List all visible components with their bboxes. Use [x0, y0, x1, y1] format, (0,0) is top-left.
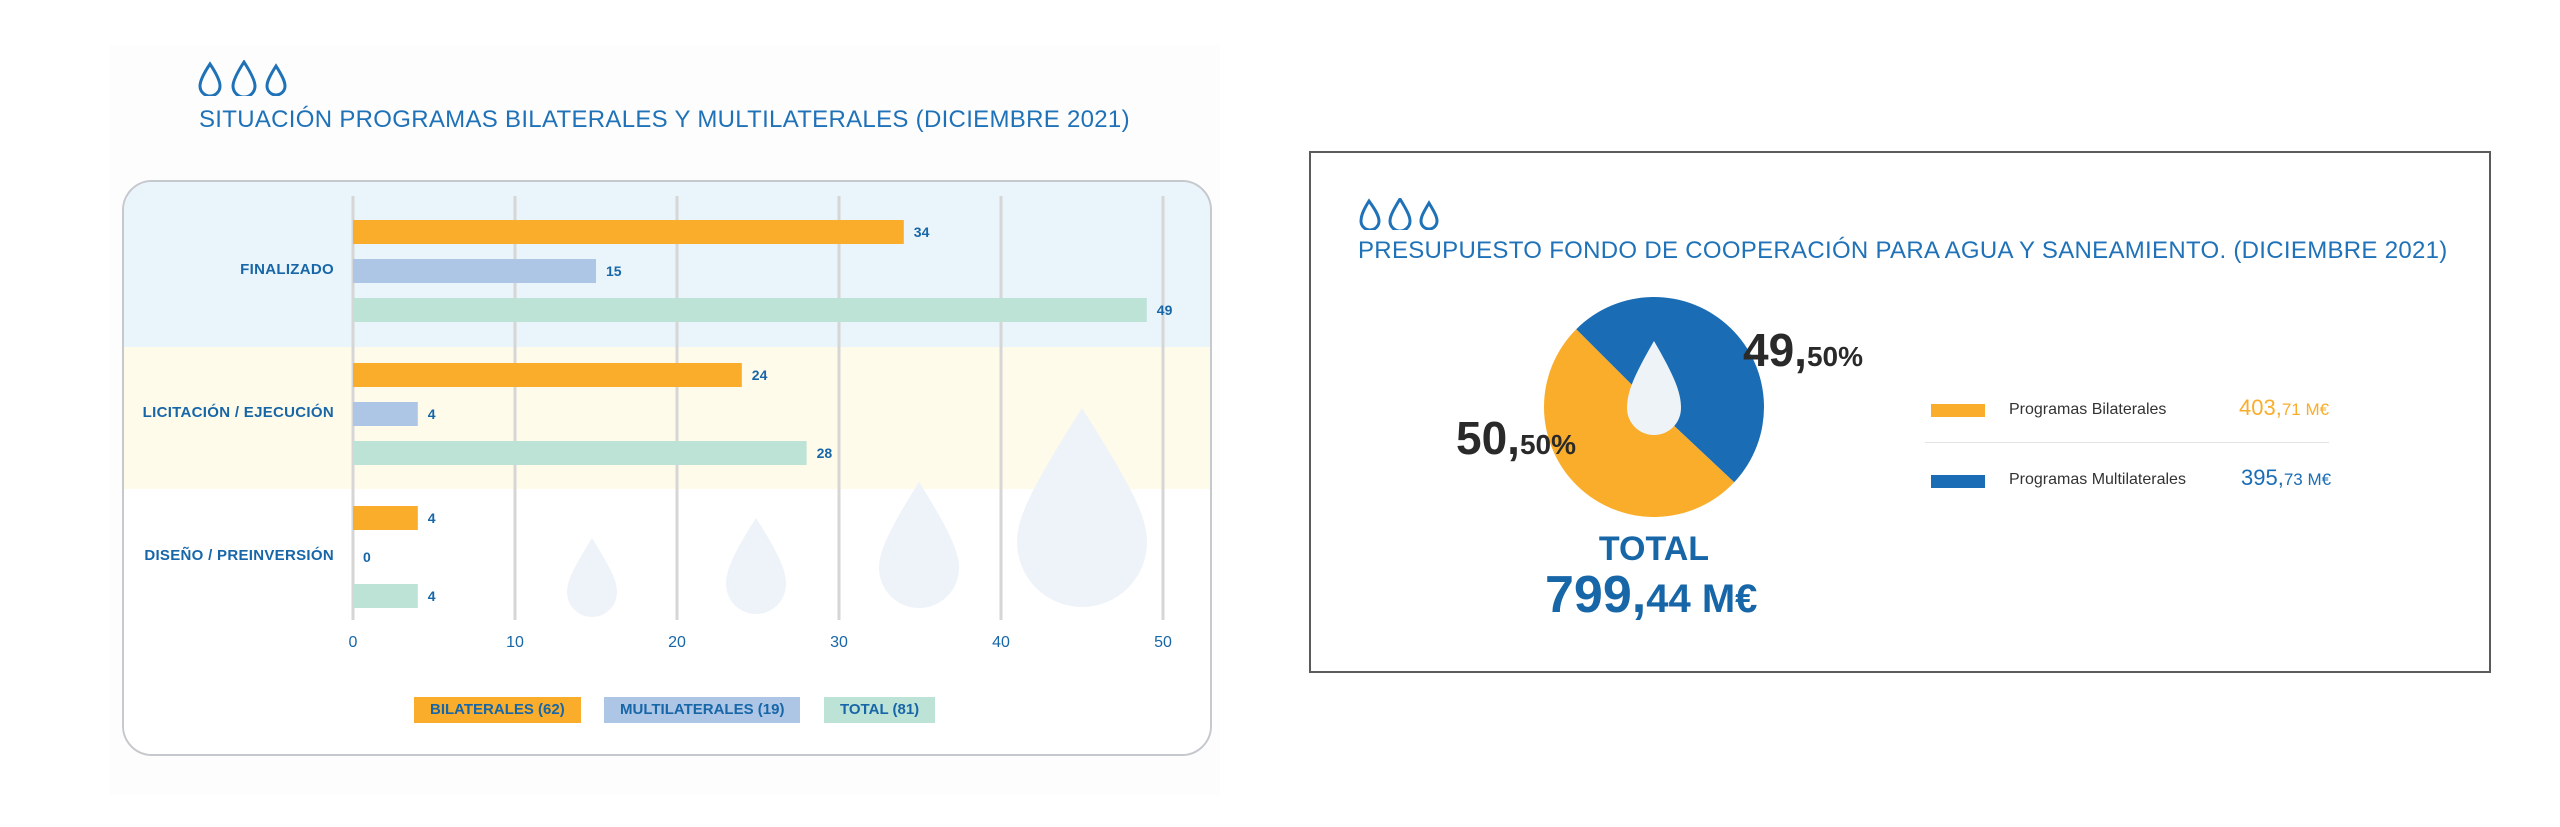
decorative-drops-icon [567, 408, 1147, 617]
center-drop-icon [1627, 341, 1681, 435]
pie-chart [1543, 297, 1764, 518]
right-chart-title: PRESUPUESTO FONDO DE COOPERACIÓN PARA AG… [1358, 237, 2448, 264]
bar-value-label: 0 [363, 549, 371, 565]
bar [353, 298, 1147, 322]
category-label: FINALIZADO [240, 261, 334, 278]
bar-plot-area [351, 196, 1165, 620]
bar-legend: BILATERALES (62) MULTILATERALES (19) TOTAL… [124, 182, 1210, 754]
legend-value-bilaterales: 403,71 M€ [2239, 395, 2330, 420]
bar [353, 363, 742, 387]
bar-chart-container: FINALIZADO LICITACIÓN / EJECUCIÓN DISEÑO /… [122, 180, 1212, 756]
legend-item: TOTAL (81) [824, 697, 936, 723]
category-labels: FINALIZADO LICITACIÓN / EJECUCIÓN DISEÑO /… [124, 182, 1210, 754]
legend-item: MULTILATERALES (19) [604, 697, 801, 723]
bar-value-label: 4 [427, 588, 436, 604]
bar [353, 506, 418, 530]
bar-value-label: 28 [816, 445, 833, 461]
bar [353, 441, 807, 465]
x-tick-label: 30 [830, 634, 848, 651]
bilateral-percentage: 50,50% [1456, 412, 1576, 464]
x-tick-labels: 0 10 20 30 40 50 [124, 182, 1210, 754]
bar-value-label: 4 [427, 406, 436, 422]
right-panel: PRESUPUESTO FONDO DE COOPERACIÓN PARA AG… [1309, 151, 2491, 673]
bar [353, 220, 904, 244]
total-label: TOTAL [1598, 530, 1710, 568]
bar-value-label: 34 [913, 224, 930, 240]
value-labels: 34 15 49 24 4 28 4 0 4 [124, 182, 1210, 754]
bar [353, 402, 418, 426]
bar-value-label: 15 [606, 263, 622, 279]
legend-label-bilaterales: Programas Bilaterales [2009, 401, 2167, 418]
multilateral-percentage: 49,50% [1743, 324, 1863, 376]
x-tick-label: 40 [992, 634, 1010, 651]
legend-swatch-bilaterales [1931, 404, 1985, 417]
category-label: LICITACIÓN / EJECUCIÓN [142, 404, 334, 421]
water-drops-icon [1359, 198, 1441, 230]
legend-divider [1925, 442, 2329, 443]
bar-value-label: 49 [1156, 302, 1173, 318]
bar [353, 584, 418, 608]
water-drops-icon [198, 60, 290, 96]
bar [353, 259, 596, 283]
bar-value-label: 4 [427, 510, 436, 526]
x-tick-label: 0 [348, 634, 358, 651]
bar-value-label: 24 [751, 367, 768, 383]
left-chart-title: SITUACIÓN PROGRAMAS BILATERALES Y MULTIL… [199, 106, 1130, 133]
legend-value-multilaterales: 395,73 M€ [2241, 465, 2332, 490]
x-tick-label: 50 [1154, 634, 1172, 651]
category-label: DISEÑO / PREINVERSIÓN [144, 547, 334, 564]
legend-label-multilaterales: Programas Multilaterales [2009, 471, 2186, 488]
legend-swatch-multilaterales [1931, 475, 1985, 488]
total-value: 799,44 M€ [1545, 566, 1758, 624]
x-tick-label: 20 [668, 634, 686, 651]
legend-item: BILATERALES (62) [414, 697, 581, 723]
x-tick-label: 10 [506, 634, 524, 651]
